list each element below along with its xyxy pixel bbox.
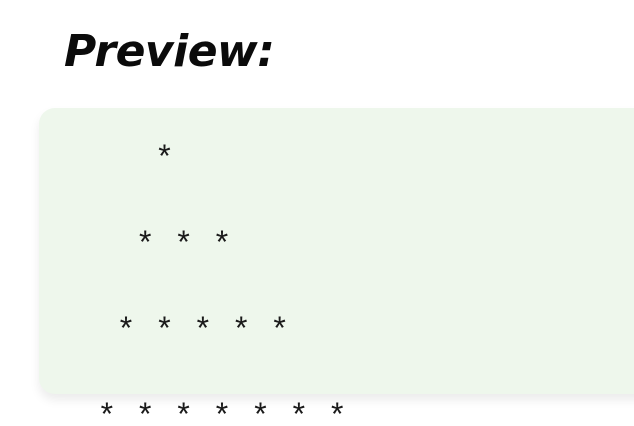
pattern-row-2: * * * xyxy=(78,227,232,264)
star-pattern: * * * * * * * * * * * * * * * * * * * * … xyxy=(78,138,404,426)
pattern-row-4: * * * * * * * xyxy=(78,399,347,426)
pattern-row-3: * * * * * xyxy=(78,313,290,350)
preview-heading: Preview: xyxy=(64,26,275,77)
pattern-row-1: * xyxy=(78,141,175,178)
preview-panel xyxy=(39,108,634,394)
